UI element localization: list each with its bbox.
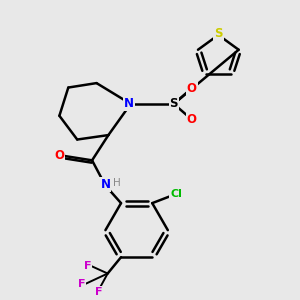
Text: N: N <box>124 98 134 110</box>
Text: O: O <box>54 149 64 162</box>
Text: S: S <box>169 98 178 110</box>
Text: O: O <box>187 82 196 95</box>
Text: F: F <box>95 287 103 297</box>
Text: N: N <box>100 178 110 190</box>
Text: Cl: Cl <box>170 189 182 199</box>
Text: F: F <box>78 279 85 289</box>
Text: F: F <box>84 261 92 271</box>
Text: O: O <box>187 113 196 126</box>
Text: S: S <box>214 27 223 40</box>
Text: H: H <box>113 178 121 188</box>
